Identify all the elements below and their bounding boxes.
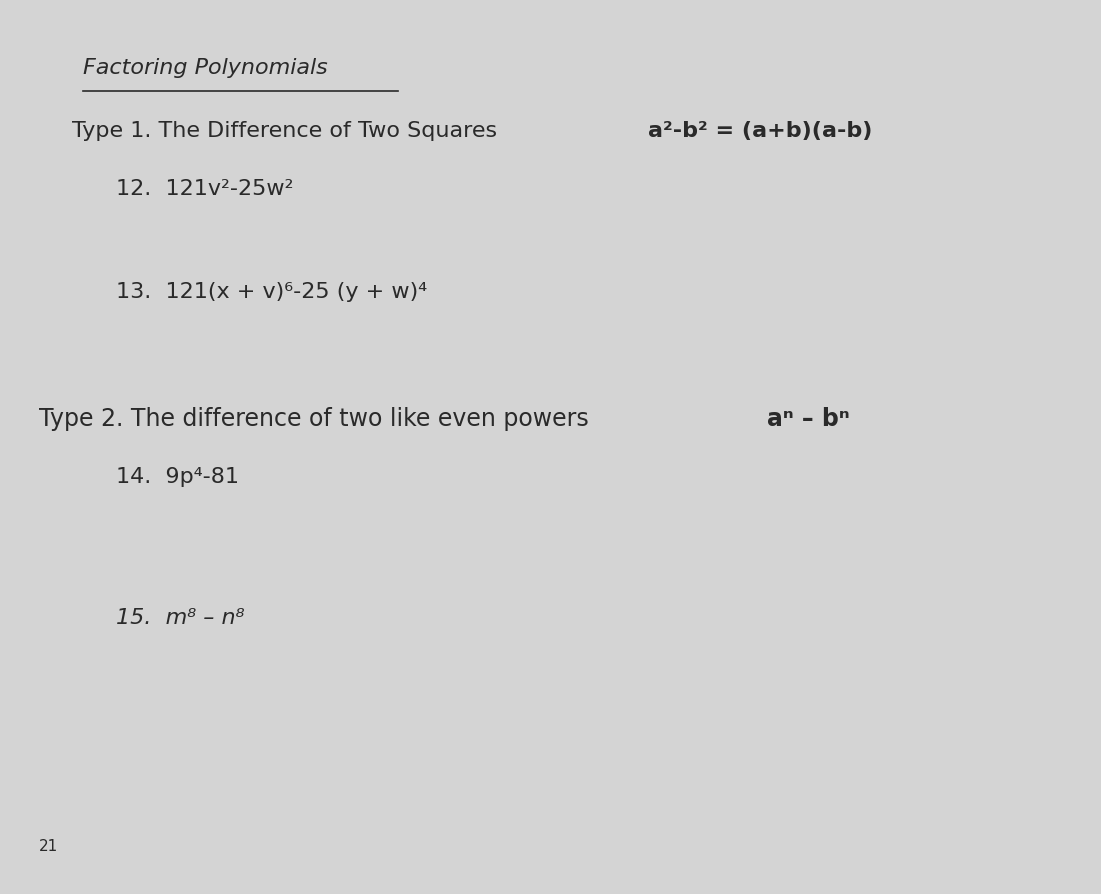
Text: 13.  121(x + v)⁶-25 (y + w)⁴: 13. 121(x + v)⁶-25 (y + w)⁴ [116,282,427,301]
Text: 14.  9p⁴-81: 14. 9p⁴-81 [116,467,239,486]
Text: Type 2. The difference of two like even powers: Type 2. The difference of two like even … [39,407,603,431]
Text: Type 1. The Difference of Two Squares: Type 1. The Difference of Two Squares [72,121,519,140]
Text: Factoring Polynomials: Factoring Polynomials [83,58,327,78]
Text: 12.  121v²-25w²: 12. 121v²-25w² [116,179,293,198]
Text: a²-b² = (a+b)(a-b): a²-b² = (a+b)(a-b) [647,121,872,140]
Text: aⁿ – bⁿ: aⁿ – bⁿ [767,407,850,431]
Text: 21: 21 [39,839,57,854]
Text: 15.  m⁸ – n⁸: 15. m⁸ – n⁸ [116,608,244,628]
